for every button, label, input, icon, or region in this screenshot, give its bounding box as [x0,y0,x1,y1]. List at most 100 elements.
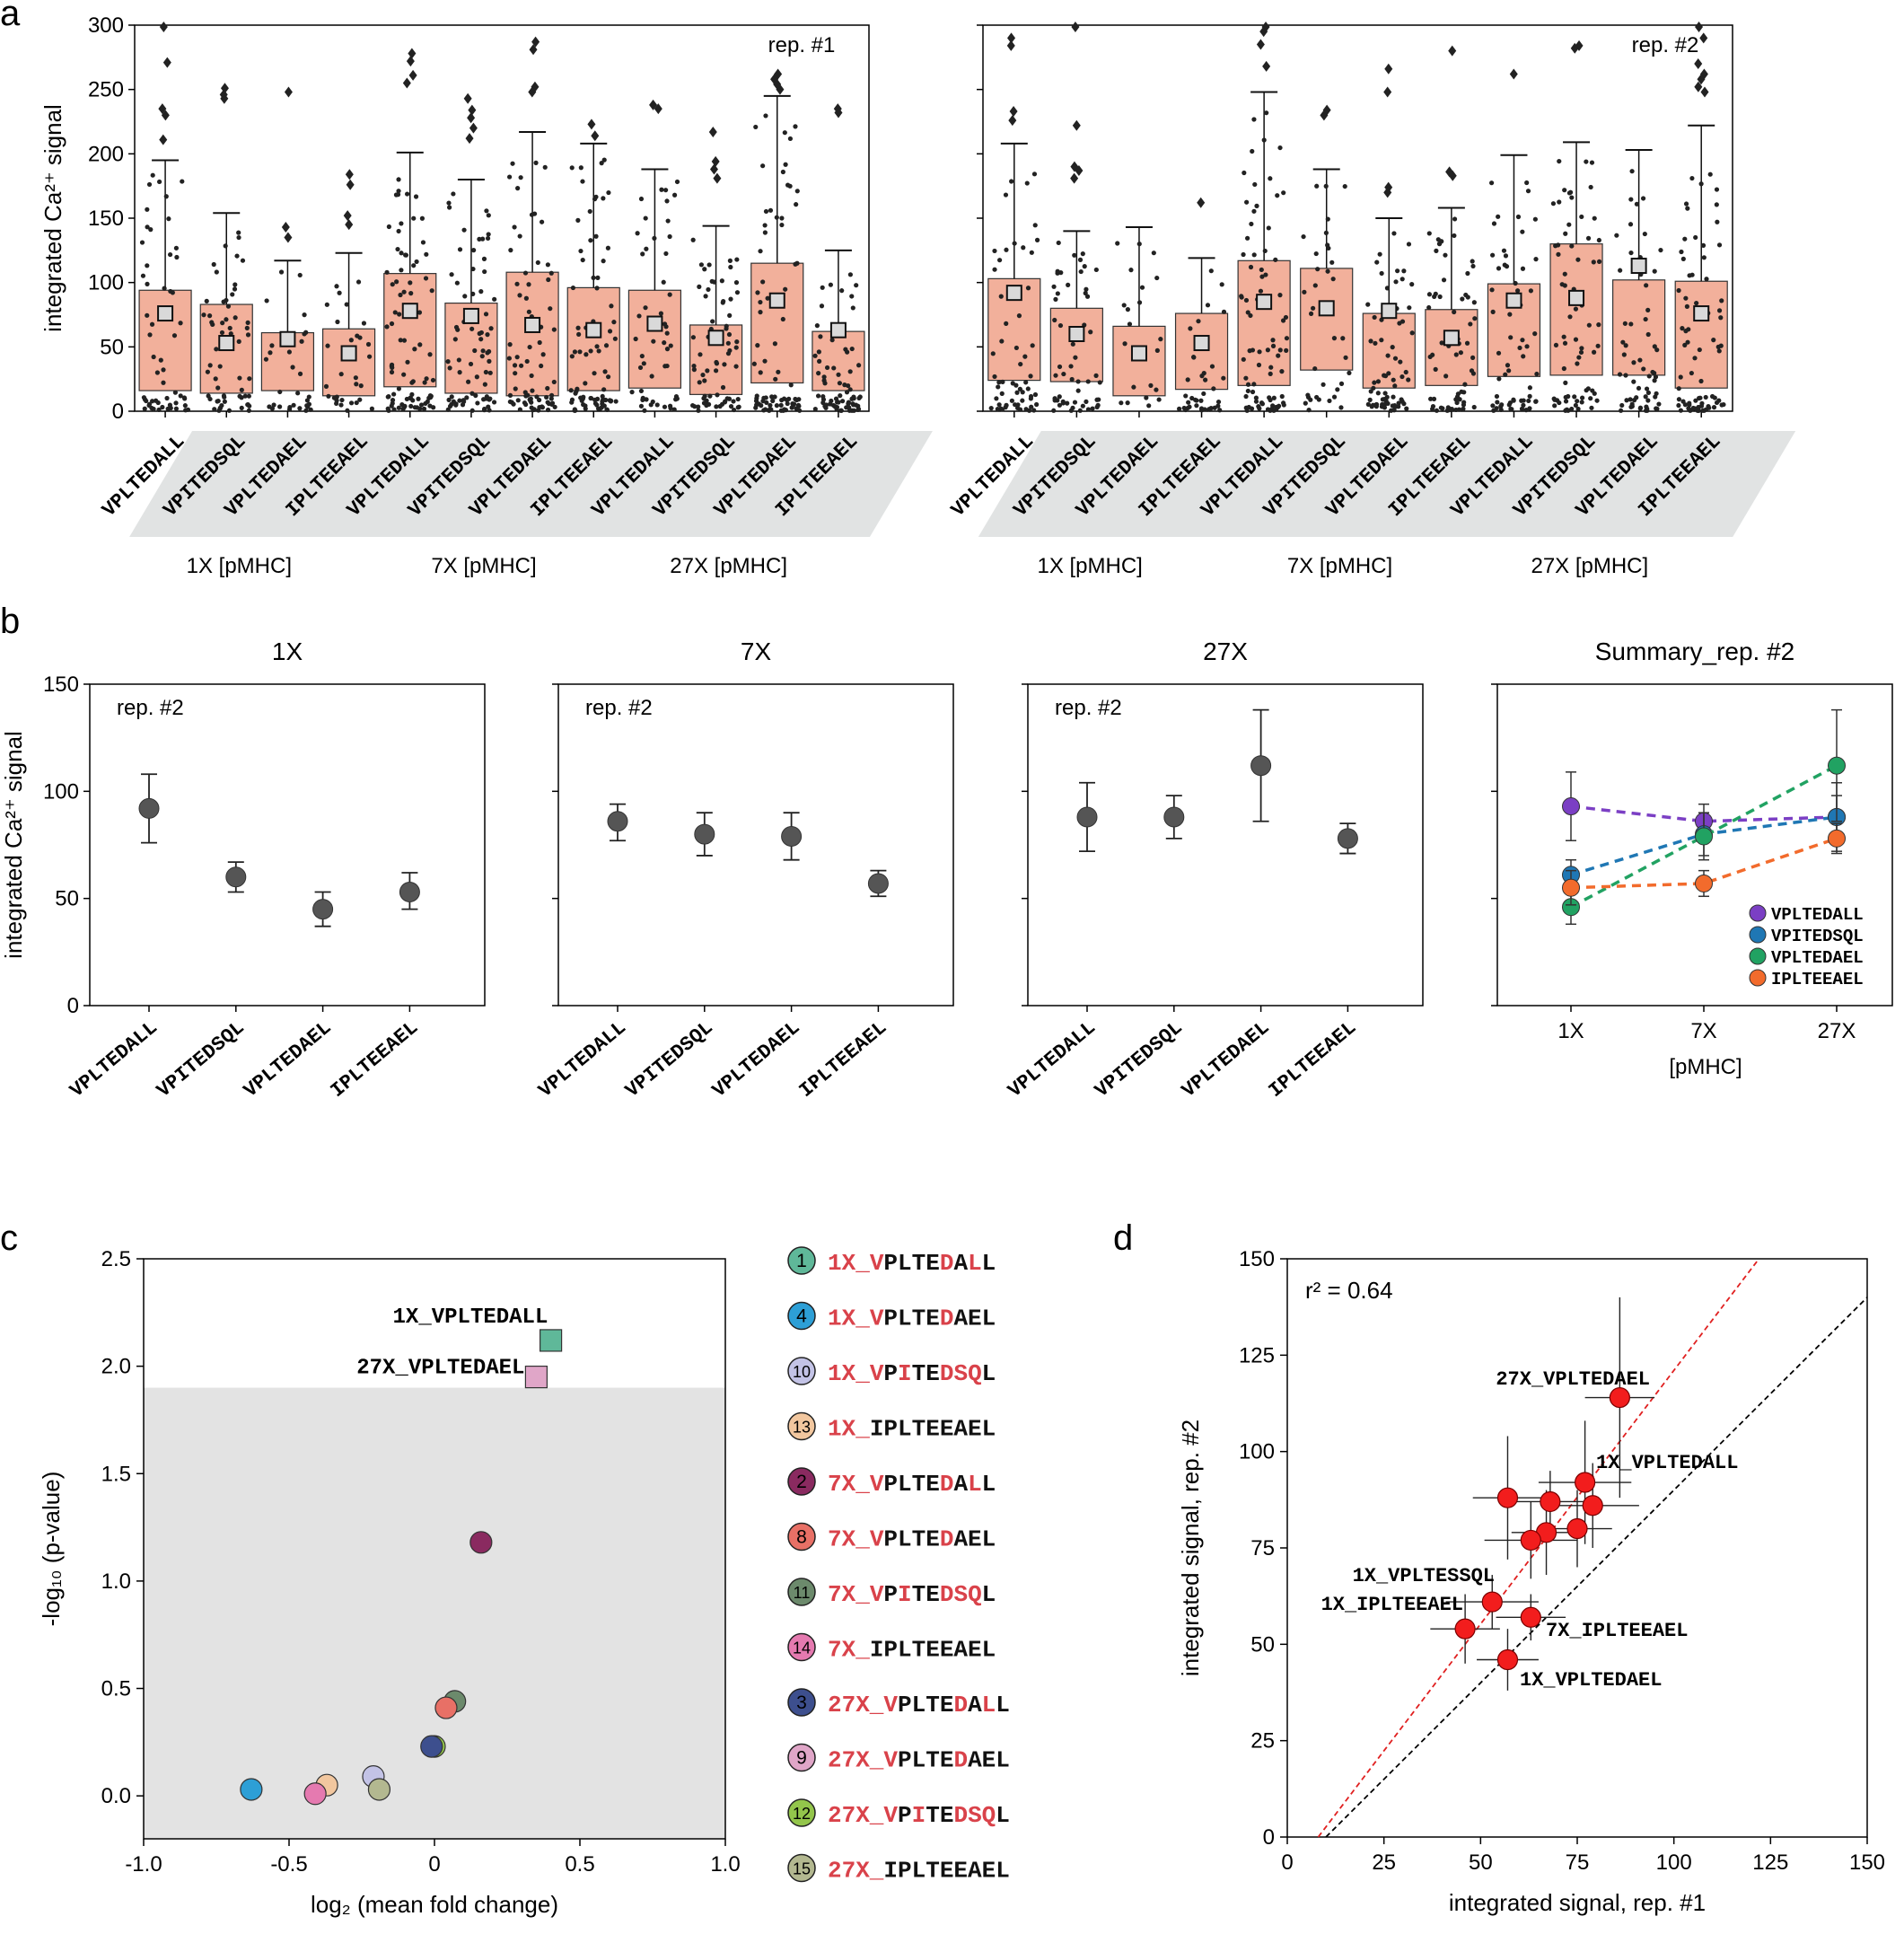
data-point [1057,364,1063,370]
data-point [1084,294,1091,299]
data-point [583,403,588,409]
data-point [1563,408,1568,413]
data-point [308,407,313,412]
data-point [1244,199,1250,205]
legend-marker [787,1246,816,1275]
x-tick-label: 25 [1372,1850,1396,1875]
legend-label-segment: V [883,1802,898,1829]
legend-label-segment: L [996,1802,1010,1829]
point-label: 27X_VPLTEDAEL [356,1357,524,1381]
data-point [1622,321,1628,326]
data-point [1506,368,1512,374]
data-point [990,351,996,356]
data-point [1685,339,1690,345]
data-point [992,374,997,380]
legend-label-segment: 1X_ [828,1250,870,1277]
data-point [168,288,173,294]
data-point [1249,406,1255,411]
data-point [1080,251,1085,257]
data-point [1472,316,1478,321]
data-point [819,303,825,309]
data-point [530,388,535,393]
point-label: 7X_IPLTEEAEL [1546,1620,1688,1642]
data-point [782,407,787,412]
data-point [365,341,372,347]
data-point [1385,400,1391,407]
data-point [794,260,800,266]
data-point [1028,396,1033,401]
data-point [588,395,593,401]
data-point [239,387,244,392]
legend-label-segment: D [940,1250,954,1277]
x-tick-label: 7X [1690,1019,1716,1043]
data-point [1520,229,1525,234]
data-point [1211,386,1216,391]
data-point [396,177,401,182]
data-point [1276,403,1282,409]
data-point [1267,395,1272,400]
data-point [396,386,402,391]
outlier [463,92,472,104]
data-point [1652,268,1657,274]
data-point [822,381,828,386]
data-point [674,179,680,185]
data-point [409,380,415,385]
data-point [1596,322,1601,328]
data-point [578,165,583,171]
data-point [1250,755,1272,777]
data-point [1330,277,1336,282]
panel-letters: a b c d [0,0,1133,1258]
outlier [1448,45,1457,57]
data-point [240,258,246,263]
x-tick-label: 0 [428,1852,440,1877]
data-point [1658,247,1663,253]
outlier [406,56,415,67]
data-point [572,408,577,413]
data-point [1032,223,1038,228]
outlier [1700,86,1709,98]
y-tick-label: 125 [1239,1343,1275,1367]
data-point [545,385,550,391]
data-point [1594,398,1600,403]
data-point [1711,405,1717,410]
legend-number: 2 [796,1472,807,1492]
data-point [1270,338,1276,343]
point-label: 27X_VPLTEDAEL [1496,1368,1650,1391]
data-point [462,294,468,299]
data-point [1557,199,1562,205]
mean-marker [524,316,541,333]
data-point [398,338,403,343]
data-point [512,224,517,230]
data-point [759,403,764,409]
data-point [1072,400,1078,405]
data-point [1714,187,1720,192]
data-point [1370,402,1376,408]
legend-label: 7X_VPITEDSQL [828,1581,996,1608]
data-point [539,363,544,369]
data-point [837,381,842,386]
data-point [1347,370,1352,375]
legend-label: IPLTEEAEL [1771,970,1864,989]
data-point [696,408,701,413]
label-strip [434,431,566,537]
data-point [601,259,606,264]
data-point [286,349,292,355]
data-point [726,396,733,401]
data-point [366,354,373,359]
data-point [842,382,847,388]
data-point [142,406,147,411]
data-point [1494,393,1500,400]
data-point [457,398,462,403]
outlier [529,44,538,56]
data-point [1575,399,1580,404]
legend-label: 1X_VPITEDSQL [828,1360,996,1387]
data-point [671,407,677,412]
data-point [1270,343,1277,348]
data-point [728,403,734,409]
data-point [758,370,763,375]
data-point [1686,327,1691,332]
data-point [1569,243,1575,249]
data-point [650,399,655,405]
data-point [760,279,766,285]
panel-b: 1X 0 50 100 150 integrated Ca²⁺ signal rep. #2… [0,637,1893,1103]
